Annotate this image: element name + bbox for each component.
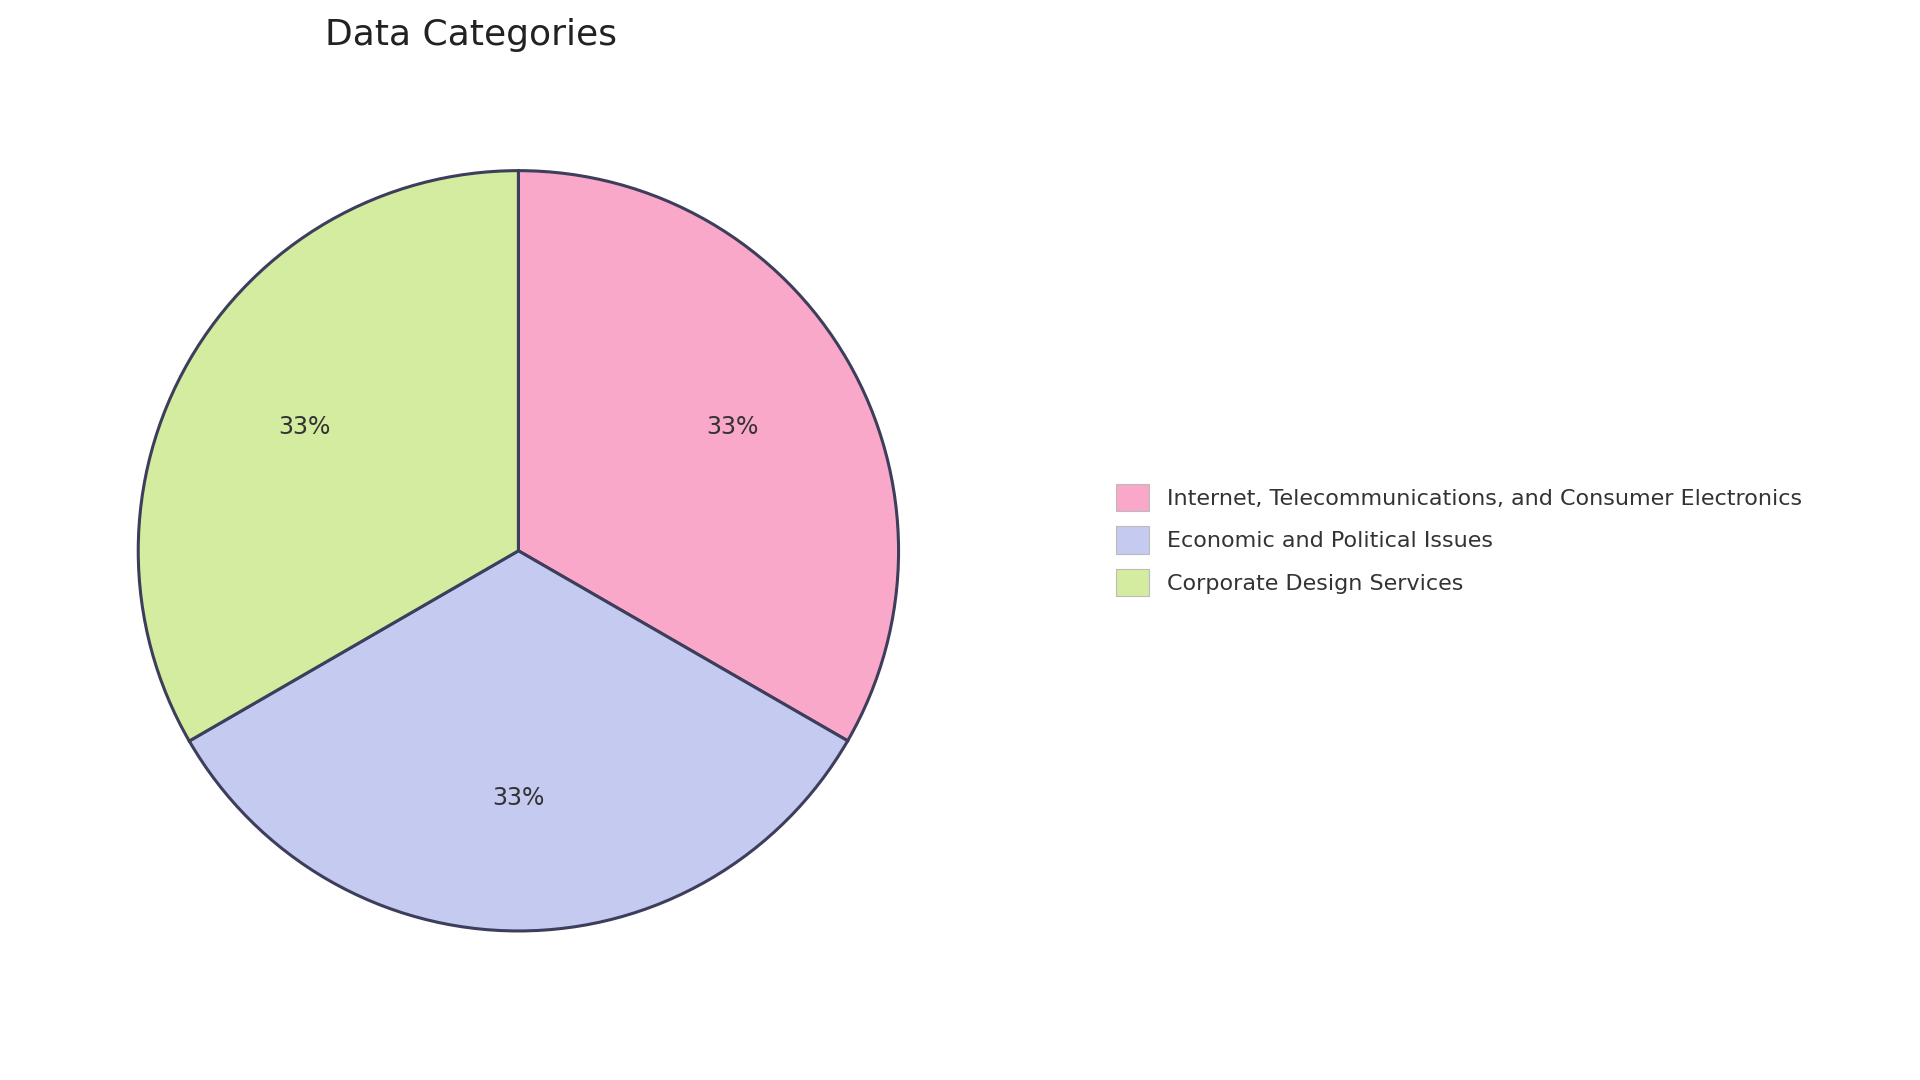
Wedge shape (518, 171, 899, 741)
Text: 33%: 33% (278, 416, 330, 440)
Wedge shape (190, 551, 847, 931)
Legend: Internet, Telecommunications, and Consumer Electronics, Economic and Political I: Internet, Telecommunications, and Consum… (1106, 473, 1812, 607)
Wedge shape (138, 171, 518, 741)
Text: 33%: 33% (492, 786, 545, 810)
Text: 33%: 33% (707, 415, 758, 440)
Title: Data Categories: Data Categories (324, 18, 616, 52)
